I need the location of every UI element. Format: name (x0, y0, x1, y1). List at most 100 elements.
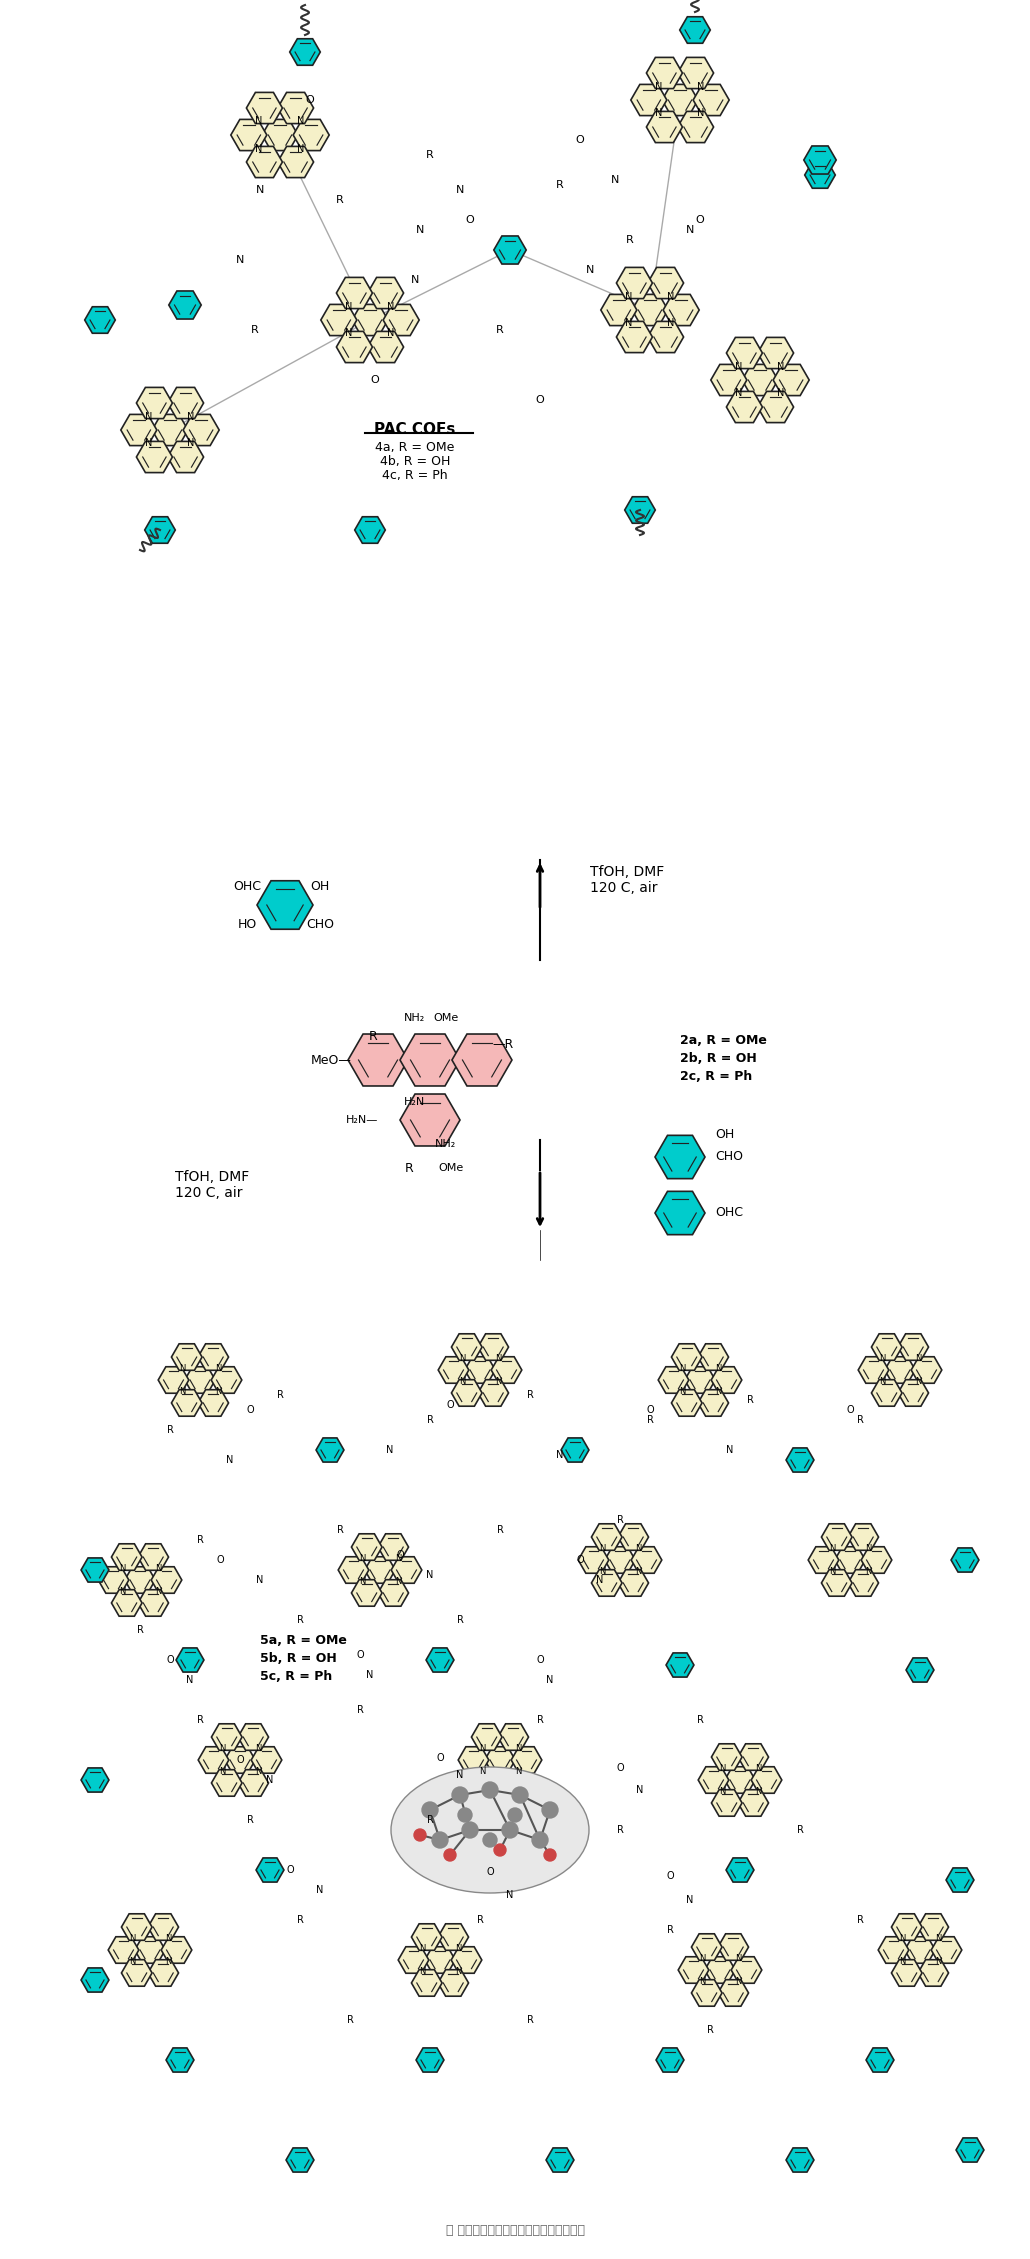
Polygon shape (286, 2148, 314, 2173)
Text: N: N (879, 1353, 886, 1362)
Text: R: R (456, 1615, 464, 1624)
Text: N: N (697, 108, 705, 117)
Polygon shape (906, 1658, 934, 1683)
Text: NH₂: NH₂ (435, 1139, 456, 1150)
Polygon shape (655, 1136, 705, 1179)
Polygon shape (424, 1947, 455, 1974)
Polygon shape (898, 1380, 929, 1405)
Polygon shape (152, 413, 188, 445)
Circle shape (414, 1830, 426, 1841)
Text: N: N (316, 1884, 323, 1895)
Polygon shape (712, 1789, 742, 1816)
Polygon shape (256, 1857, 284, 1882)
Text: R: R (857, 1916, 863, 1925)
Text: N: N (298, 145, 305, 154)
Polygon shape (238, 1769, 269, 1796)
Text: O: O (356, 1649, 364, 1660)
Text: N: N (899, 1956, 905, 1965)
Text: N: N (419, 1945, 425, 1954)
Text: N: N (214, 1364, 221, 1373)
Text: N: N (267, 1776, 274, 1785)
Text: N: N (129, 1956, 135, 1965)
Polygon shape (148, 1961, 178, 1986)
Text: N: N (864, 1543, 871, 1552)
Text: OMe: OMe (433, 1012, 458, 1023)
Text: N: N (934, 1956, 941, 1965)
Text: N: N (611, 174, 619, 185)
Text: TfOH, DMF
120 C, air: TfOH, DMF 120 C, air (590, 865, 664, 895)
Circle shape (544, 1850, 556, 1861)
Polygon shape (485, 1746, 515, 1773)
Text: N: N (359, 1554, 366, 1563)
Text: N: N (219, 1767, 226, 1776)
Text: CHO: CHO (306, 919, 334, 931)
Text: R: R (337, 1525, 343, 1536)
Polygon shape (151, 1568, 182, 1593)
Text: 2b, R = OH: 2b, R = OH (680, 1050, 757, 1064)
Text: N: N (719, 1787, 725, 1796)
Text: N: N (386, 1446, 393, 1455)
Polygon shape (168, 441, 204, 472)
Polygon shape (647, 111, 683, 142)
Polygon shape (278, 93, 313, 124)
Text: R: R (496, 325, 504, 334)
Polygon shape (912, 1358, 941, 1383)
Polygon shape (138, 1543, 169, 1570)
Polygon shape (680, 16, 711, 43)
Text: N: N (625, 291, 632, 300)
Polygon shape (546, 2148, 574, 2173)
Text: N: N (145, 411, 152, 422)
Polygon shape (786, 1448, 814, 1473)
Circle shape (542, 1803, 558, 1818)
Text: N: N (864, 1568, 871, 1577)
Text: N: N (735, 361, 743, 370)
Text: N: N (715, 1387, 721, 1396)
Text: N: N (915, 1353, 921, 1362)
Text: OH: OH (715, 1130, 734, 1141)
Text: R: R (197, 1536, 204, 1545)
Polygon shape (122, 1913, 152, 1940)
Text: O: O (466, 215, 475, 226)
Polygon shape (822, 1570, 852, 1597)
Text: N: N (254, 1767, 261, 1776)
Text: R: R (137, 1624, 143, 1636)
Text: N: N (734, 1954, 741, 1963)
Polygon shape (108, 1936, 139, 1963)
Circle shape (458, 1807, 472, 1823)
Polygon shape (438, 1970, 469, 1997)
Text: N: N (699, 1954, 706, 1963)
Text: N: N (387, 328, 394, 339)
Text: N: N (165, 1956, 171, 1965)
Text: N: N (255, 145, 263, 154)
Polygon shape (737, 1744, 768, 1771)
Text: N: N (879, 1378, 886, 1387)
Polygon shape (211, 1724, 242, 1751)
Polygon shape (904, 1936, 935, 1963)
Text: R: R (796, 1825, 803, 1834)
Polygon shape (725, 1767, 755, 1794)
Polygon shape (630, 84, 666, 115)
Polygon shape (698, 1767, 729, 1794)
Polygon shape (497, 1769, 528, 1796)
Circle shape (533, 1832, 548, 1848)
Polygon shape (348, 1035, 408, 1087)
Text: N: N (227, 1455, 234, 1466)
Text: N: N (734, 1977, 741, 1986)
Text: —R: —R (492, 1039, 514, 1050)
Text: N: N (236, 255, 244, 264)
Text: N: N (419, 1968, 425, 1977)
Text: R: R (747, 1396, 753, 1405)
Text: N: N (735, 389, 743, 398)
Polygon shape (947, 1868, 974, 1893)
Text: R: R (496, 1525, 504, 1536)
Text: N: N (679, 1387, 685, 1396)
Polygon shape (685, 1367, 715, 1394)
Polygon shape (711, 364, 747, 395)
Polygon shape (111, 1543, 142, 1570)
Text: O: O (166, 1656, 174, 1665)
Polygon shape (135, 1936, 165, 1963)
Polygon shape (718, 1934, 749, 1961)
Polygon shape (711, 1367, 742, 1394)
Polygon shape (691, 1934, 722, 1961)
Polygon shape (171, 1344, 202, 1371)
